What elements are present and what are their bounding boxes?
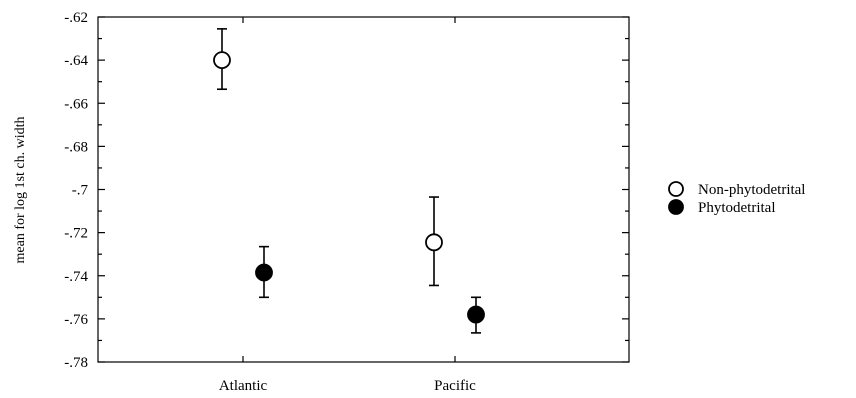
open-circle-marker — [213, 51, 231, 70]
x-tick-label: Atlantic — [219, 378, 268, 394]
legend-filled-circle-icon — [668, 199, 684, 215]
plot-frame — [97, 16, 630, 363]
y-tick-label: -.78 — [64, 355, 88, 371]
y-tick-label: -.64 — [64, 53, 88, 69]
legend-open-circle-icon — [668, 181, 684, 197]
y-tick-label: -.62 — [64, 10, 88, 26]
error-bar-point — [255, 245, 273, 299]
y-axis-tick-labels: -.62 -.64 -.66 -.68 -.7 -.72 -.74 -.76 -.78 — [64, 10, 88, 371]
y-tick-label: -.7 — [72, 183, 89, 199]
y-tick-label: -.72 — [64, 226, 88, 242]
error-bar-point — [213, 28, 231, 91]
y-tick-label: -.68 — [64, 139, 88, 155]
error-bar-point — [467, 296, 485, 334]
y-axis-title: mean for log 1st ch. width — [13, 117, 28, 264]
filled-circle-marker — [467, 305, 485, 324]
data-marks — [213, 28, 485, 334]
x-axis-ticks — [242, 17, 456, 362]
error-bar-point — [425, 196, 443, 287]
y-tick-label: -.76 — [64, 312, 88, 328]
y-tick-label: -.66 — [64, 96, 88, 112]
filled-circle-marker — [255, 263, 273, 282]
legend: Non-phytodetrital Phytodetrital — [668, 181, 805, 216]
x-axis-tick-labels: Atlantic Pacific — [219, 378, 476, 394]
x-tick-label: Pacific — [434, 378, 476, 394]
y-axis-ticks — [98, 16, 629, 363]
open-circle-marker — [425, 233, 443, 252]
legend-label: Non-phytodetrital — [698, 182, 805, 198]
legend-label: Phytodetrital — [698, 200, 776, 216]
y-tick-label: -.74 — [64, 269, 88, 285]
